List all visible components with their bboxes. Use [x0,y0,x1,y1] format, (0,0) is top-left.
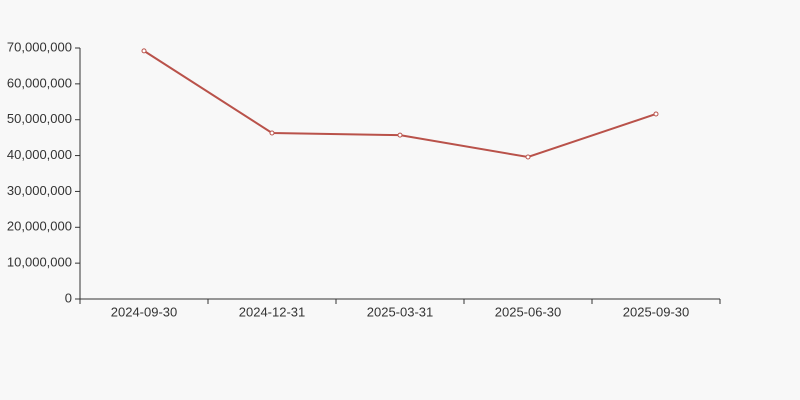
y-tick-label: 60,000,000 [7,75,72,90]
y-tick-label: 30,000,000 [7,183,72,198]
y-tick-label: 70,000,000 [7,39,72,54]
point [525,154,531,160]
y-tick-label: 20,000,000 [7,219,72,234]
y-tick-label: 40,000,000 [7,147,72,162]
point [653,111,659,117]
y-tick-label: 0 [65,290,72,305]
point [269,130,275,136]
point [397,132,403,138]
x-tick-label: 2025-09-30 [623,304,690,319]
x-tick-label: 2025-03-31 [367,304,434,319]
x-tick-label: 2024-09-30 [111,304,178,319]
y-tick-label: 10,000,000 [7,255,72,270]
x-tick-label: 2025-06-30 [495,304,562,319]
x-tick-label: 2024-12-31 [239,304,306,319]
y-tick-label: 50,000,000 [7,111,72,126]
point [141,48,147,54]
